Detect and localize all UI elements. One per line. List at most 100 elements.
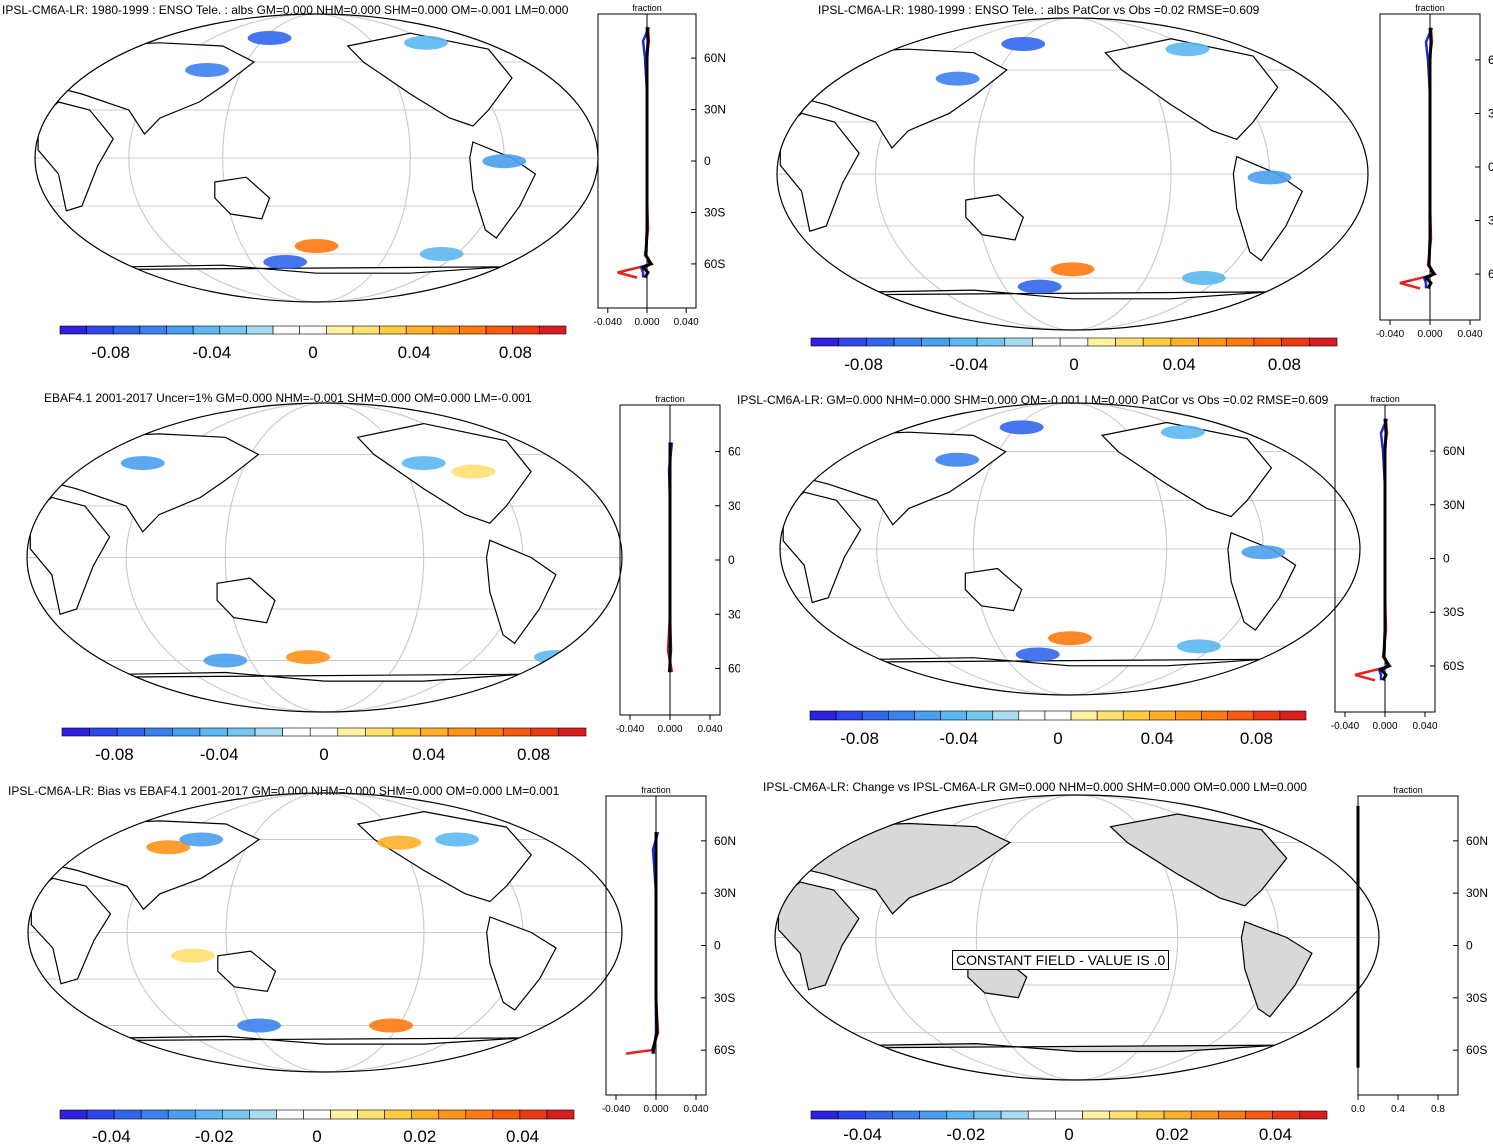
continent-outline — [28, 1035, 524, 1072]
continent-outline — [29, 496, 111, 615]
continent-outline — [37, 101, 114, 212]
profile-x-tick-label: 0.040 — [674, 317, 699, 328]
panel-obs: EBAF4.1 2001-2017 Uncer=1% GM=0.000 NHM=… — [0, 385, 740, 770]
colorbar-cell — [838, 337, 867, 347]
anomaly-patch — [120, 456, 165, 471]
map-border — [774, 794, 1380, 1081]
profile-lat-tick-label: 60N — [714, 834, 736, 848]
profile-x-tick-label: 0.4 — [1391, 1104, 1405, 1115]
profile-series-diff — [1423, 27, 1437, 290]
colorbar-tick-label: 0 — [1064, 1125, 1073, 1144]
panel-title: IPSL-CM6A-LR: Change vs IPSL-CM6A-LR GM=… — [763, 780, 1307, 794]
colorbar-cell — [113, 1109, 142, 1120]
colorbar-cell — [1004, 337, 1033, 347]
profile-lat-tick-label: 3 — [1488, 214, 1493, 228]
colorbar-tick-label: 0.08 — [1268, 355, 1301, 374]
anomaly-patch — [294, 239, 339, 253]
profile-x-tick-label: 0.000 — [1372, 721, 1397, 732]
colorbar-cell — [352, 325, 380, 335]
colorbar-tick-label: 0.04 — [1141, 729, 1174, 748]
anomaly-patch — [171, 948, 215, 963]
colorbar-cell — [1201, 710, 1228, 721]
continent-outline — [217, 950, 277, 993]
profile-label: fraction — [655, 394, 685, 404]
panel-model3: IPSL-CM6A-LR: GM=0.000 NHM=0.000 SHM=0.0… — [735, 385, 1493, 770]
anomaly-patch — [999, 420, 1044, 435]
profile-x-tick-label: -0.040 — [616, 724, 645, 735]
colorbar-cell — [139, 325, 167, 335]
colorbar-cell — [919, 1110, 948, 1120]
colorbar-cell — [1253, 337, 1282, 347]
profile-lat-tick-label: 30S — [714, 991, 735, 1005]
colorbar-cell — [809, 710, 837, 721]
anomaly-patch — [369, 1018, 413, 1033]
profile-lat-tick-label: 30S — [1443, 605, 1464, 619]
colorbar-cell — [438, 1109, 467, 1120]
continent-outline — [356, 422, 532, 524]
colorbar-cell — [1198, 337, 1227, 347]
colorbar-cell — [492, 1109, 521, 1120]
colorbar-cell — [219, 325, 247, 335]
colorbar-cell — [272, 325, 300, 335]
colorbar-cell — [384, 1109, 412, 1120]
colorbar-cell — [976, 337, 1006, 347]
colorbar-cell — [940, 710, 967, 721]
profile-lat-tick-label: 60S — [728, 662, 740, 676]
continent-outline — [35, 264, 505, 302]
anomaly-patch — [247, 31, 292, 45]
profile-x-tick-label: 0.8 — [1431, 1104, 1445, 1115]
profile-x-tick-label: 0.040 — [1412, 721, 1437, 732]
colorbar-cell — [172, 727, 201, 737]
profile-series-diff — [640, 27, 654, 279]
anomaly-patch — [1165, 42, 1210, 57]
colorbar-tick-label: 0.04 — [1163, 355, 1196, 374]
colorbar-cell — [420, 727, 449, 737]
profile-lat-tick-label: 60N — [728, 445, 740, 459]
colorbar-tick-label: -0.04 — [939, 729, 978, 748]
colorbar-cell — [946, 1110, 975, 1120]
panel-title: EBAF4.1 2001-2017 Uncer=1% GM=0.000 NHM=… — [44, 391, 532, 405]
anomaly-patch — [1048, 631, 1092, 646]
colorbar-cell — [485, 325, 514, 335]
profile-x-tick-label: -0.040 — [594, 317, 623, 328]
profile-x-tick-label: -0.040 — [1331, 721, 1360, 732]
profile-lat-tick-label: 60N — [1466, 834, 1488, 848]
profile-lat-tick-label: 30N — [1466, 886, 1488, 900]
colorbar-tick-label: 0 — [312, 1127, 321, 1144]
colorbar-cell — [865, 1110, 893, 1120]
colorbar-tick-label: 0.08 — [1240, 729, 1273, 748]
continent-outline — [1104, 38, 1279, 140]
colorbar-cell — [1136, 1110, 1165, 1120]
colorbar-cell — [921, 337, 950, 347]
graticule-meridian — [972, 403, 1168, 695]
colorbar-tick-label: -0.02 — [195, 1127, 234, 1144]
anomaly-patch — [482, 154, 527, 169]
colorbar-cell — [893, 337, 923, 347]
colorbar-cell — [546, 1109, 575, 1120]
colorbar-tick-label: -0.04 — [843, 1125, 882, 1144]
colorbar-cell — [140, 1109, 169, 1120]
profile-lat-tick-label: 60S — [1466, 1043, 1487, 1057]
colorbar-cell — [966, 710, 994, 721]
colorbar-cell — [357, 1109, 385, 1120]
continent-outline — [1240, 920, 1313, 1018]
colorbar-cell — [810, 337, 839, 347]
profile-lat-tick-label: 60S — [1443, 659, 1464, 673]
anomaly-patch — [179, 832, 224, 847]
profile-lat-tick-label: 30N — [704, 103, 726, 117]
colorbar-tick-label: 0.04 — [1259, 1125, 1292, 1144]
profile-lat-tick-label: 30N — [714, 886, 736, 900]
world-map — [777, 18, 1368, 330]
colorbar-cell — [1044, 710, 1072, 721]
anomaly-patch — [935, 71, 980, 86]
profile-lat-tick-label: 60S — [714, 1043, 735, 1057]
colorbar-cell — [282, 727, 311, 737]
colorbar-cell — [512, 325, 540, 335]
colorbar-cell — [1059, 337, 1089, 347]
anomaly-patch — [451, 464, 496, 479]
colorbar-cell — [276, 1109, 304, 1120]
anomaly-patch — [1176, 639, 1221, 654]
continent-outline — [30, 877, 112, 985]
profile-lat-tick-label: 0 — [714, 939, 721, 953]
